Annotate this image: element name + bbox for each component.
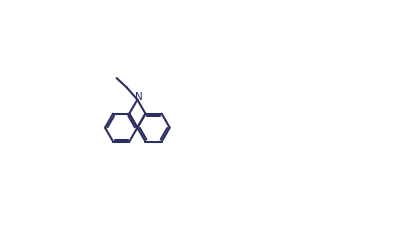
Text: N: N [135, 92, 143, 102]
